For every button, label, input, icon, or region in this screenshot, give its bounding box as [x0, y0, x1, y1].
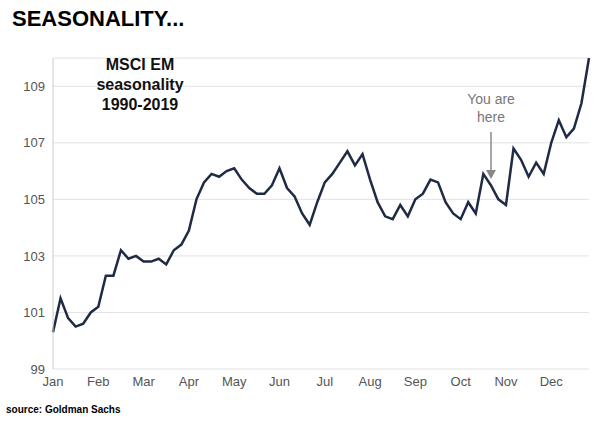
svg-text:Jul: Jul: [316, 374, 333, 389]
svg-text:103: 103: [23, 249, 45, 264]
svg-text:99: 99: [31, 362, 45, 377]
svg-text:109: 109: [23, 79, 45, 94]
svg-text:Dec: Dec: [540, 374, 564, 389]
svg-text:May: May: [222, 374, 247, 389]
html-text:MSCI EM seasonality 1990-2019: MSCI EM seasonality 1990-2019: [96, 56, 184, 113]
svg-text:107: 107: [23, 135, 45, 150]
svg-text:Mar: Mar: [132, 374, 155, 389]
html-text:SEASONALITY...: SEASONALITY...: [12, 6, 185, 31]
html-text:source: Goldman Sachs: source: Goldman Sachs: [6, 404, 121, 415]
svg-text:Nov: Nov: [494, 374, 518, 389]
svg-text:Aug: Aug: [359, 374, 382, 389]
svg-text:Sep: Sep: [404, 374, 427, 389]
svg-text:Jan: Jan: [43, 374, 64, 389]
svg-text:105: 105: [23, 192, 45, 207]
svg-text:101: 101: [23, 305, 45, 320]
svg-text:Oct: Oct: [451, 374, 472, 389]
svg-text:Feb: Feb: [87, 374, 109, 389]
svg-text:Apr: Apr: [179, 374, 200, 389]
html-text:You are here: You are here: [467, 91, 515, 125]
svg-text:Jun: Jun: [269, 374, 290, 389]
